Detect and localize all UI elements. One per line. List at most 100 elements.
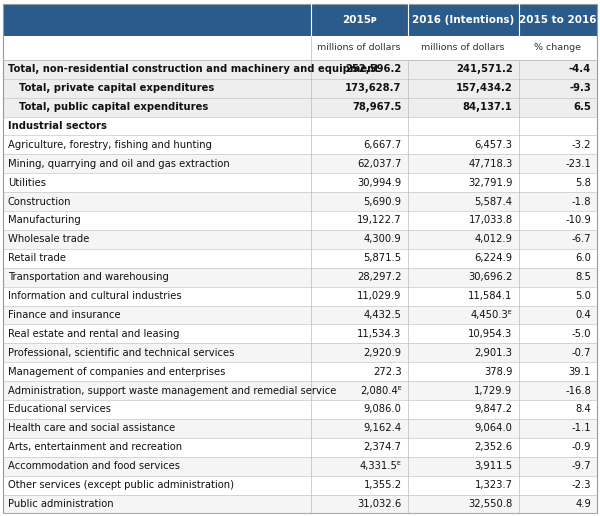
Text: millions of dollars: millions of dollars (421, 43, 505, 53)
Text: -1.8: -1.8 (572, 197, 591, 206)
Text: 78,967.5: 78,967.5 (352, 102, 401, 112)
Text: Educational services: Educational services (8, 405, 111, 414)
Text: 30,696.2: 30,696.2 (468, 272, 512, 282)
Text: 5,871.5: 5,871.5 (364, 253, 401, 263)
Text: 2,920.9: 2,920.9 (364, 348, 401, 358)
Bar (3, 494, 597, 513)
Text: 8.5: 8.5 (575, 272, 591, 282)
Text: 241,571.2: 241,571.2 (456, 64, 512, 74)
Text: 62,037.7: 62,037.7 (357, 159, 401, 169)
Text: 10,954.3: 10,954.3 (469, 329, 512, 339)
Text: Arts, entertainment and recreation: Arts, entertainment and recreation (8, 442, 182, 453)
Bar (3, 98, 597, 117)
Text: -23.1: -23.1 (565, 159, 591, 169)
Text: 39.1: 39.1 (569, 367, 591, 377)
Text: 8.4: 8.4 (575, 405, 591, 414)
Text: 4,300.9: 4,300.9 (364, 234, 401, 245)
Text: millions of dollars: millions of dollars (317, 43, 401, 53)
Text: -6.7: -6.7 (571, 234, 591, 245)
Bar (3, 438, 597, 457)
Text: -4.4: -4.4 (569, 64, 591, 74)
Text: Real estate and rental and leasing: Real estate and rental and leasing (8, 329, 179, 339)
Text: -0.7: -0.7 (572, 348, 591, 358)
Bar (3, 343, 597, 362)
Text: 6,667.7: 6,667.7 (363, 140, 401, 150)
Text: Utilities: Utilities (8, 178, 46, 188)
Text: 272.3: 272.3 (373, 367, 401, 377)
Text: Retail trade: Retail trade (8, 253, 66, 263)
Text: 6.0: 6.0 (575, 253, 591, 263)
Text: Construction: Construction (8, 197, 71, 206)
Bar (3, 230, 597, 249)
Bar (3, 79, 597, 98)
Text: 9,162.4: 9,162.4 (364, 423, 401, 433)
Bar (3, 60, 597, 79)
Text: 2,374.7: 2,374.7 (364, 442, 401, 453)
Text: 30,994.9: 30,994.9 (357, 178, 401, 188)
Text: 2,352.6: 2,352.6 (475, 442, 512, 453)
Text: Mining, quarrying and oil and gas extraction: Mining, quarrying and oil and gas extrac… (8, 159, 230, 169)
Text: 157,434.2: 157,434.2 (456, 83, 512, 93)
Text: Information and cultural industries: Information and cultural industries (8, 291, 181, 301)
Text: 32,550.8: 32,550.8 (469, 499, 512, 509)
Text: 252,596.2: 252,596.2 (345, 64, 401, 74)
Bar (3, 136, 597, 154)
Text: 11,534.3: 11,534.3 (357, 329, 401, 339)
Text: -3.2: -3.2 (572, 140, 591, 150)
Text: 378.9: 378.9 (484, 367, 512, 377)
Text: 1,323.7: 1,323.7 (475, 480, 512, 490)
Text: Total, public capital expenditures: Total, public capital expenditures (19, 102, 208, 112)
Text: Public administration: Public administration (8, 499, 113, 509)
Text: Wholesale trade: Wholesale trade (8, 234, 89, 245)
Bar (3, 173, 597, 192)
Bar (3, 4, 597, 36)
Text: Other services (except public administration): Other services (except public administra… (8, 480, 234, 490)
Text: Accommodation and food services: Accommodation and food services (8, 461, 180, 471)
Text: 17,033.8: 17,033.8 (469, 216, 512, 225)
Text: 0.4: 0.4 (575, 310, 591, 320)
Text: -1.1: -1.1 (571, 423, 591, 433)
Text: 1,355.2: 1,355.2 (364, 480, 401, 490)
Text: 173,628.7: 173,628.7 (345, 83, 401, 93)
Text: 11,584.1: 11,584.1 (468, 291, 512, 301)
Text: Transportation and warehousing: Transportation and warehousing (8, 272, 169, 282)
Text: 2015ᴘ: 2015ᴘ (342, 15, 376, 25)
Text: 11,029.9: 11,029.9 (357, 291, 401, 301)
Text: 1,729.9: 1,729.9 (475, 385, 512, 396)
Text: 4,450.3ᴱ: 4,450.3ᴱ (471, 310, 512, 320)
Text: 6,457.3: 6,457.3 (475, 140, 512, 150)
Text: 19,122.7: 19,122.7 (357, 216, 401, 225)
Bar (3, 154, 597, 173)
Text: Agriculture, forestry, fishing and hunting: Agriculture, forestry, fishing and hunti… (8, 140, 212, 150)
Text: 5.8: 5.8 (575, 178, 591, 188)
Text: 31,032.6: 31,032.6 (357, 499, 401, 509)
Text: 9,064.0: 9,064.0 (475, 423, 512, 433)
Text: % change: % change (534, 43, 581, 53)
Text: 47,718.3: 47,718.3 (469, 159, 512, 169)
Bar (3, 362, 597, 381)
Bar (3, 36, 597, 60)
Bar (3, 268, 597, 287)
Bar (3, 457, 597, 476)
Text: 5.0: 5.0 (575, 291, 591, 301)
Text: 6.5: 6.5 (573, 102, 591, 112)
Text: 4.9: 4.9 (575, 499, 591, 509)
Text: 5,587.4: 5,587.4 (475, 197, 512, 206)
Text: -9.7: -9.7 (571, 461, 591, 471)
Text: -9.3: -9.3 (569, 83, 591, 93)
Text: 4,331.5ᴱ: 4,331.5ᴱ (359, 461, 401, 471)
Bar (3, 305, 597, 325)
Bar (3, 117, 597, 136)
Text: 2,901.3: 2,901.3 (475, 348, 512, 358)
Bar (3, 287, 597, 305)
Text: 4,012.9: 4,012.9 (475, 234, 512, 245)
Text: Professional, scientific and technical services: Professional, scientific and technical s… (8, 348, 234, 358)
Bar (3, 192, 597, 211)
Text: Finance and insurance: Finance and insurance (8, 310, 121, 320)
Text: Total, private capital expenditures: Total, private capital expenditures (19, 83, 214, 93)
Bar (3, 419, 597, 438)
Text: -10.9: -10.9 (565, 216, 591, 225)
Text: 2016 (Intentions): 2016 (Intentions) (412, 15, 514, 25)
Text: -5.0: -5.0 (572, 329, 591, 339)
Text: 6,224.9: 6,224.9 (475, 253, 512, 263)
